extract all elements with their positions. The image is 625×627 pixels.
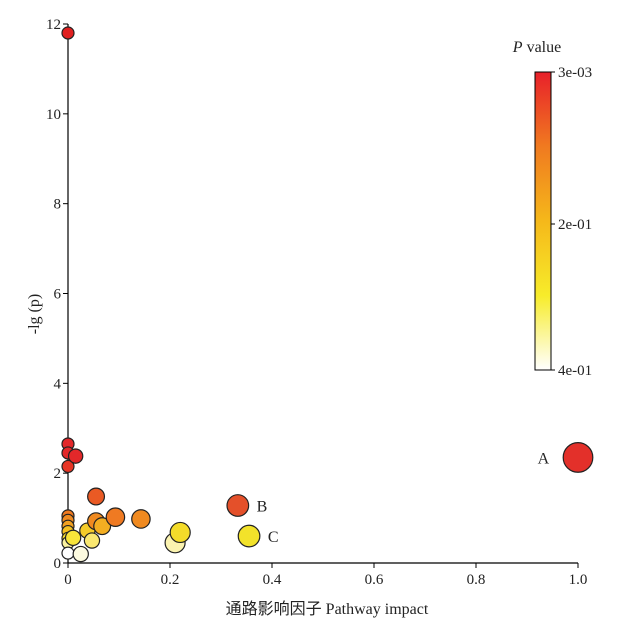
y-tick-label: 4 [54,376,62,392]
y-axis-title: -lg (p) [26,294,43,334]
y-tick-label: 8 [54,197,62,213]
data-point [87,487,106,506]
colorbar-tick-label: 2e-01 [558,217,592,233]
data-point [237,524,261,548]
data-point [61,459,75,474]
data-point [93,517,112,536]
y-tick-label: 6 [54,287,62,303]
point-label: B [257,499,268,516]
tick-labels: 0 0.2 0.4 0.6 0.8 1.0 0 2 4 6 8 10 12 [46,17,587,588]
x-tick-label: 0.4 [263,572,282,588]
x-tick-label: 0.6 [365,572,384,588]
x-tick-label: 0 [64,572,72,588]
data-point [105,507,126,527]
x-axis-title: 通路影响因子 Pathway impact [226,600,429,618]
colorbar-title-italic: P [512,39,523,56]
colorbar-title-rest: value [523,39,562,56]
colorbar-gradient [534,71,552,371]
data-point [226,494,250,517]
data-points [61,26,594,563]
x-tick-label: 1.0 [569,572,588,588]
colorbar-tick-label: 4e-01 [558,363,592,379]
data-point [61,26,75,40]
data-point [83,532,101,549]
y-tick-label: 12 [46,17,61,33]
y-tick-label: 2 [54,466,62,482]
x-tick-label: 0.8 [467,572,486,588]
x-tick-label: 0.2 [161,572,180,588]
point-label: C [268,529,279,546]
colorbar-title: P value [512,39,561,56]
y-tick-label: 10 [46,107,61,123]
data-point [169,521,191,544]
colorbar-tick-label: 3e-03 [558,65,592,81]
data-point [67,448,84,464]
colorbar-legend: P value 3e-03 2e-01 4e-01 [512,39,592,379]
point-annotations: BC A [257,450,550,546]
data-point [61,546,75,560]
axes [63,23,579,568]
data-point [64,529,82,547]
point-label: A [538,450,550,467]
data-point [72,545,89,563]
data-point [131,509,151,529]
data-point [562,442,594,473]
y-tick-label: 0 [54,556,62,572]
colorbar-ticks: 3e-03 2e-01 4e-01 [551,65,592,379]
